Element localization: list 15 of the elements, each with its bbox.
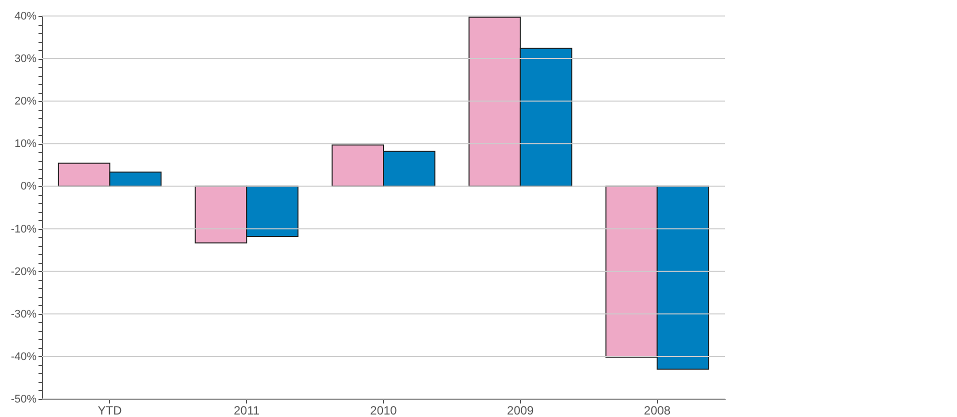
- y-tick-label: -20%: [10, 266, 37, 278]
- y-tick-label: 0%: [20, 180, 37, 193]
- x-tick-label: 2010: [370, 404, 398, 417]
- x-tick-label: 2011: [234, 404, 260, 417]
- y-tick-label: 10%: [14, 138, 37, 150]
- x-tick-label: 2009: [507, 404, 534, 417]
- y-tick-label: -10%: [10, 223, 37, 236]
- y-tick-label: -50%: [10, 394, 37, 406]
- y-tick-label: -40%: [10, 350, 37, 363]
- y-tick-label: -30%: [10, 308, 37, 320]
- y-tick-label: 20%: [14, 96, 37, 108]
- x-tick-label: YTD: [98, 404, 122, 417]
- x-tick-label: 2008: [644, 404, 671, 417]
- y-tick-label: 40%: [14, 10, 37, 22]
- y-tick-label: 30%: [14, 53, 37, 66]
